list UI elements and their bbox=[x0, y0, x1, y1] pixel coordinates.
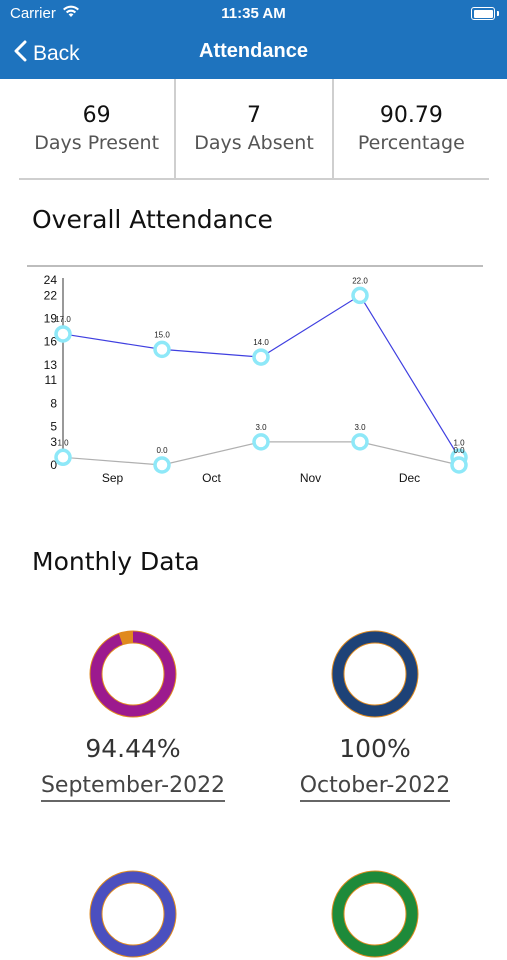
y-tick-label: 19 bbox=[44, 312, 58, 326]
data-label: 0.0 bbox=[156, 446, 168, 455]
x-tick-label: Sep bbox=[102, 471, 124, 485]
stat-days-present: 69 Days Present bbox=[19, 79, 174, 178]
month-percentage: 94.44% bbox=[85, 734, 181, 763]
back-button[interactable]: Back bbox=[14, 40, 80, 68]
stat-percentage: 90.79 Percentage bbox=[331, 79, 489, 178]
stat-label: Days Absent bbox=[194, 132, 314, 154]
month-label: September-2022 bbox=[40, 773, 226, 802]
data-point bbox=[252, 433, 270, 451]
status-bar: Carrier 11:35 AM bbox=[0, 0, 507, 28]
data-label: 15.0 bbox=[154, 330, 170, 339]
y-tick-label: 0 bbox=[50, 458, 57, 472]
data-label: 1.0 bbox=[57, 438, 69, 447]
data-label: 3.0 bbox=[354, 423, 366, 432]
stat-label: Percentage bbox=[357, 132, 465, 154]
y-tick-label: 24 bbox=[44, 273, 58, 287]
y-tick-label: 3 bbox=[50, 435, 57, 449]
y-tick-label: 16 bbox=[44, 335, 58, 349]
month-card-december[interactable] bbox=[282, 868, 468, 960]
y-tick-label: 22 bbox=[44, 288, 58, 302]
stat-value: 7 bbox=[246, 103, 261, 128]
y-tick-label: 5 bbox=[50, 419, 57, 433]
y-tick-label: 13 bbox=[44, 358, 58, 372]
section-title-monthly: Monthly Data bbox=[32, 547, 200, 576]
data-label: 22.0 bbox=[352, 276, 368, 285]
carrier-label: Carrier bbox=[10, 5, 56, 22]
back-label: Back bbox=[33, 42, 80, 65]
data-point bbox=[252, 348, 270, 366]
series-line bbox=[62, 294, 460, 458]
x-tick-label: Oct bbox=[202, 471, 221, 485]
chart-divider bbox=[27, 265, 483, 267]
ring-chart bbox=[331, 870, 419, 958]
y-tick-label: 8 bbox=[50, 396, 57, 410]
month-label: October-2022 bbox=[299, 773, 451, 802]
data-point bbox=[351, 433, 369, 451]
page-title: Attendance bbox=[199, 40, 308, 62]
stat-days-absent: 7 Days Absent bbox=[174, 79, 331, 178]
stat-value: 69 bbox=[82, 103, 111, 128]
clock: 11:35 AM bbox=[221, 5, 286, 22]
x-tick-label: Nov bbox=[300, 471, 321, 485]
data-point bbox=[450, 456, 468, 474]
data-label: 17.0 bbox=[55, 315, 71, 324]
data-point bbox=[153, 456, 171, 474]
stat-value: 90.79 bbox=[379, 103, 443, 128]
data-label: 0.0 bbox=[453, 446, 465, 455]
data-point bbox=[351, 286, 369, 305]
month-card-september[interactable]: 94.44% September-2022 bbox=[40, 628, 226, 802]
x-tick-label: Dec bbox=[399, 471, 420, 485]
data-label: 3.0 bbox=[255, 423, 267, 432]
ring-chart bbox=[331, 630, 419, 718]
month-card-october[interactable]: 100% October-2022 bbox=[282, 628, 468, 802]
data-label: 14.0 bbox=[253, 338, 269, 347]
stat-label: Days Present bbox=[34, 132, 160, 154]
ring-chart bbox=[89, 630, 177, 718]
data-point bbox=[153, 340, 171, 359]
data-point bbox=[54, 325, 72, 343]
month-percentage: 100% bbox=[339, 734, 411, 763]
wifi-icon bbox=[62, 5, 80, 23]
navigation-bar: Back Attendance bbox=[0, 28, 507, 79]
section-title-overall: Overall Attendance bbox=[32, 205, 273, 234]
data-point bbox=[54, 448, 72, 467]
ring-chart bbox=[89, 870, 177, 958]
y-tick-label: 11 bbox=[45, 373, 58, 387]
data-label: 1.0 bbox=[453, 438, 465, 447]
summary-stats: 69 Days Present 7 Days Absent 90.79 Perc… bbox=[19, 79, 489, 180]
chevron-left-icon bbox=[14, 40, 27, 68]
battery-icon bbox=[471, 7, 499, 20]
month-card-november[interactable] bbox=[40, 868, 226, 960]
